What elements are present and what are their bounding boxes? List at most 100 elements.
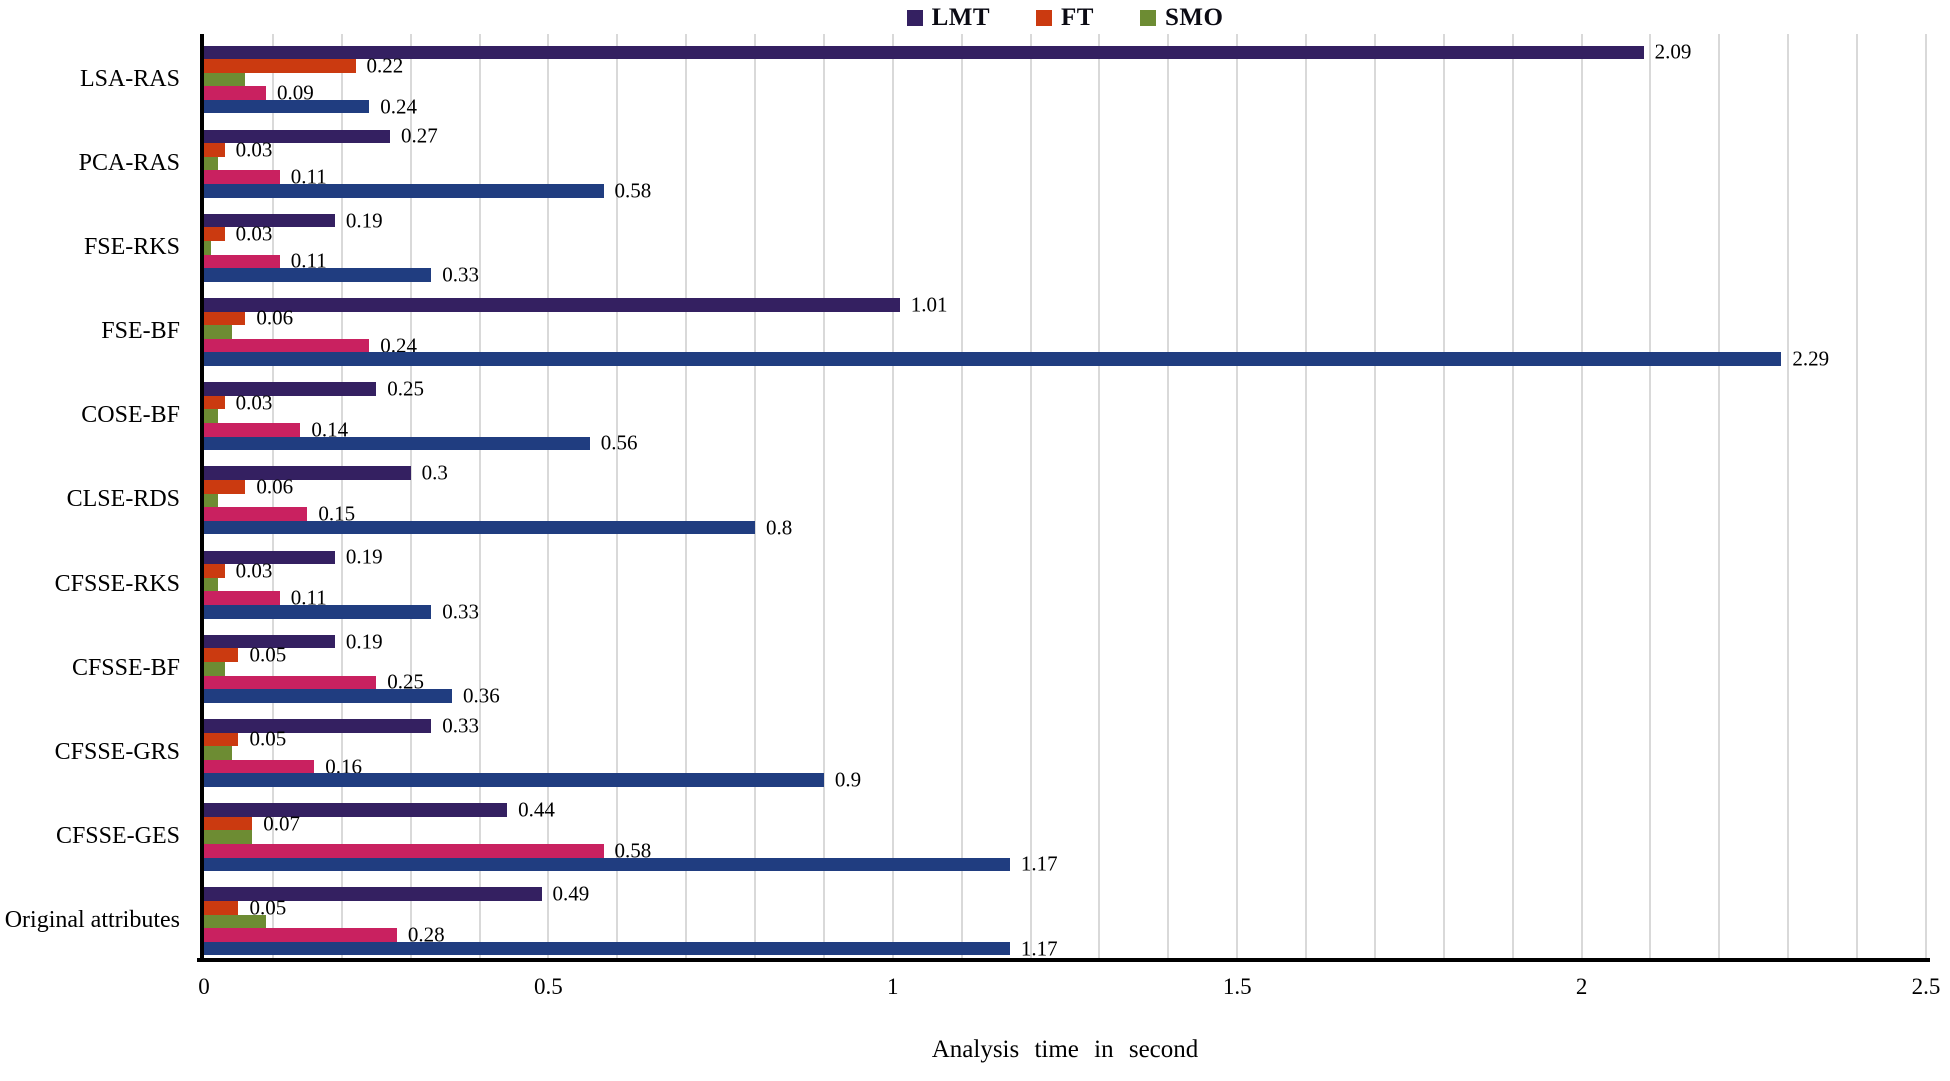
bar-value-label: 0.33 xyxy=(442,262,480,287)
gridline xyxy=(1373,34,1376,960)
bar-LMT xyxy=(204,129,390,144)
bar-SMO xyxy=(204,409,218,424)
legend-label: LMT xyxy=(931,4,991,31)
gridline xyxy=(340,34,343,960)
bar-series4 xyxy=(204,591,280,605)
category-label: FSE-RKS xyxy=(83,234,180,261)
bar-series5 xyxy=(204,352,1782,367)
gridline xyxy=(685,34,688,960)
x-tick-label: 1 xyxy=(887,974,899,999)
bar-value-label: 0.06 xyxy=(256,305,294,330)
gridline xyxy=(1856,34,1859,960)
gridline xyxy=(547,34,550,960)
bar-value-label: 0.03 xyxy=(235,137,273,162)
bar-LMT xyxy=(204,634,335,649)
bar-series5 xyxy=(204,941,1010,956)
bar-FT xyxy=(204,395,225,410)
bar-FT xyxy=(204,227,225,242)
bar-series5 xyxy=(204,520,756,535)
bar-value-label: 0.24 xyxy=(380,94,418,119)
bar-series5 xyxy=(204,184,604,198)
bar-value-label: 0.06 xyxy=(256,474,294,499)
bar-series4 xyxy=(204,507,308,521)
bar-FT xyxy=(204,732,239,747)
gridline xyxy=(478,34,481,960)
bar-value-label: 0.03 xyxy=(235,390,273,415)
bar-LMT xyxy=(204,887,542,901)
bar-series4 xyxy=(204,759,315,774)
bar-value-label: 2.29 xyxy=(1792,346,1830,371)
bar-FT xyxy=(204,816,253,831)
bar-value-label: 0.3 xyxy=(421,460,448,485)
x-tick-label: 2 xyxy=(1575,974,1588,999)
category-label: LSA-RAS xyxy=(79,65,180,92)
gridline xyxy=(754,34,757,960)
x-axis-title: Analysis time in second xyxy=(931,1036,1199,1063)
x-tick-label: 1.5 xyxy=(1222,974,1252,999)
x-tick-label: 0.5 xyxy=(534,974,563,999)
bar-SMO xyxy=(204,241,211,255)
gridline xyxy=(1511,34,1514,960)
category-label: FSE-BF xyxy=(101,318,180,345)
legend-swatch-icon xyxy=(1036,10,1053,26)
bar-value-label: 0.05 xyxy=(249,642,287,667)
bar-value-label: 0.19 xyxy=(345,629,383,654)
bar-SMO xyxy=(204,493,218,508)
category-label: PCA-RAS xyxy=(78,149,180,176)
bar-FT xyxy=(204,564,225,578)
bar-series5 xyxy=(204,99,370,114)
bar-SMO xyxy=(204,72,246,87)
category-label: CFSSE-GRS xyxy=(54,739,180,766)
bar-series5 xyxy=(204,773,824,787)
bar-value-label: 0.07 xyxy=(263,811,300,836)
gridline xyxy=(1787,34,1790,960)
bar-value-label: 0.03 xyxy=(235,558,273,583)
x-tick-label: 2.5 xyxy=(1911,974,1941,999)
gridline xyxy=(891,34,894,960)
gridline xyxy=(271,34,274,960)
legend-item-LMT: LMT xyxy=(906,4,991,32)
category-label: CLSE-RDS xyxy=(66,486,180,513)
category-axis: LSA-RAS PCA-RAS FSE-RKS FSE-BF COSE-BF CLSE-R… xyxy=(0,34,192,960)
category-label: CFSSE-RKS xyxy=(54,570,180,597)
legend-label: SMO xyxy=(1164,4,1224,31)
bar-FT xyxy=(204,900,239,915)
y-axis-line xyxy=(200,34,204,962)
bar-value-label: 0.27 xyxy=(400,123,438,148)
bar-value-label: 0.25 xyxy=(387,376,424,401)
bar-LMT xyxy=(204,298,900,312)
bar-value-label: 0.22 xyxy=(366,53,404,78)
category-label: CFSSE-BF xyxy=(71,654,180,681)
category-label: CFSSE-GES xyxy=(55,823,180,850)
bar-LMT xyxy=(204,718,432,733)
bar-value-label: 0.05 xyxy=(249,726,287,751)
gridline xyxy=(1442,34,1445,960)
gridline xyxy=(1236,34,1239,960)
bar-SMO xyxy=(204,830,253,844)
x-tick-label: 0 xyxy=(198,974,210,999)
bar-value-label: 0.58 xyxy=(614,178,652,203)
bar-series5 xyxy=(204,857,1010,872)
legend-label: FT xyxy=(1061,4,1094,31)
bar-value-label: 0.9 xyxy=(834,767,862,792)
chart-legend: LMT FT SMO xyxy=(204,2,1926,34)
category-label: COSE-BF xyxy=(81,402,180,429)
legend-swatch-icon xyxy=(1139,10,1156,26)
bar-value-label: 0.19 xyxy=(345,208,383,233)
bar-SMO xyxy=(204,577,218,592)
bar-series4 xyxy=(204,928,397,942)
gridline xyxy=(1167,34,1170,960)
gridline xyxy=(1305,34,1308,960)
bar-SMO xyxy=(204,325,232,339)
plot-area: 2.09 0.22 0.09 0.24 0.27 0.03 0.11 0.58 0.19 0.03… xyxy=(204,34,1927,961)
bar-FT xyxy=(204,59,356,73)
bar-series5 xyxy=(204,268,432,282)
bar-value-label: 0.33 xyxy=(442,713,480,738)
bar-value-label: 2.09 xyxy=(1654,39,1692,64)
gridline xyxy=(1098,34,1101,960)
bar-series4 xyxy=(204,86,266,100)
bar-value-label: 1.17 xyxy=(1020,936,1058,961)
bar-value-label: 0.44 xyxy=(518,797,555,822)
